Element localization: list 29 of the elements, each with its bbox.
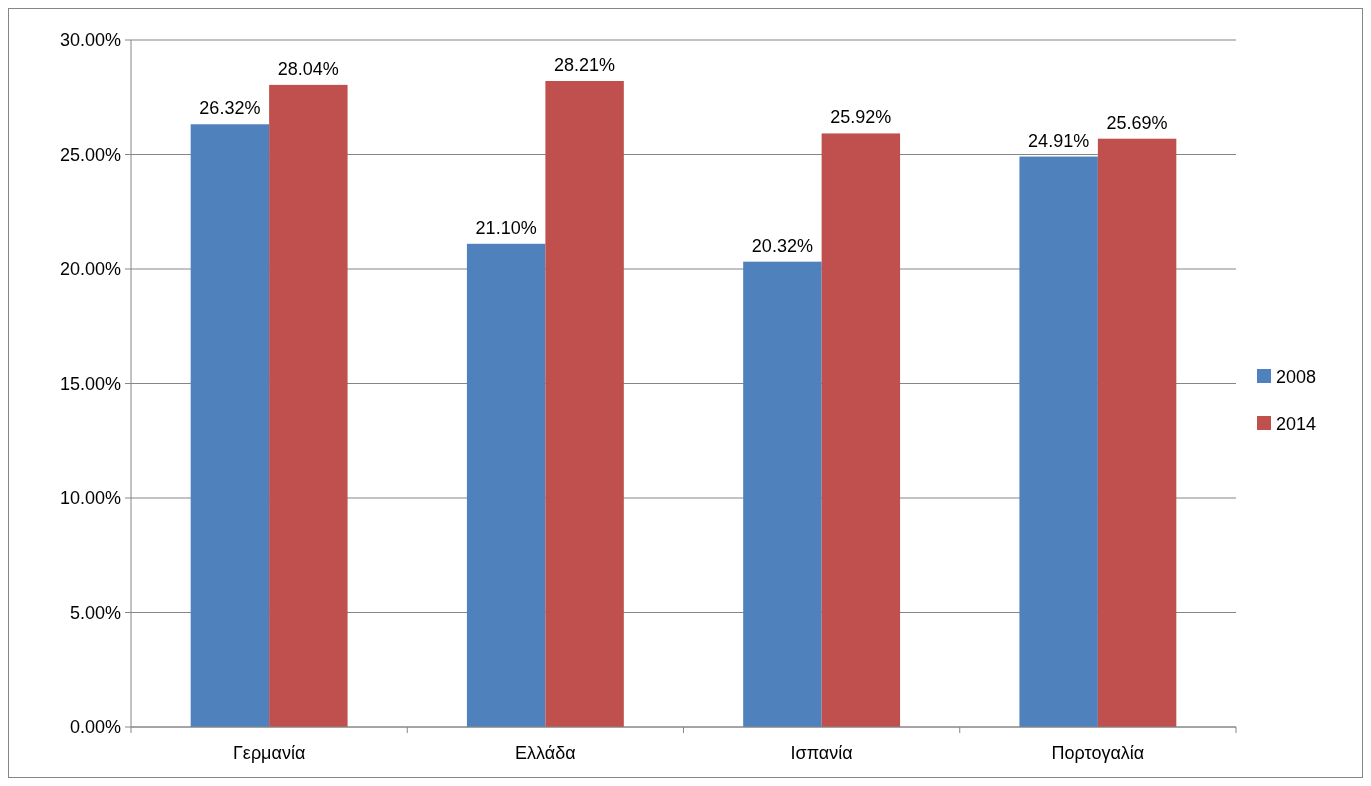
y-tick-label: 5.00% (69, 602, 121, 623)
legend-label: 2014 (1276, 414, 1317, 434)
bar (743, 261, 822, 727)
x-tick-label: Ελλάδα (515, 743, 576, 763)
bar (466, 243, 546, 727)
y-tick-label: 30.00% (59, 30, 121, 50)
bar (190, 124, 270, 727)
bar (269, 84, 348, 727)
y-tick-label: 0.00% (69, 717, 121, 737)
bar (1019, 156, 1098, 727)
data-label: 20.32% (751, 235, 813, 256)
x-tick-label: Ισπανία (790, 743, 853, 763)
y-tick-label: 10.00% (59, 488, 121, 508)
data-label: 21.10% (475, 217, 537, 238)
data-label: 26.32% (199, 98, 261, 119)
bar (821, 133, 901, 727)
data-label: 28.21% (554, 54, 616, 75)
x-tick-label: Γερμανία (232, 743, 306, 763)
y-tick-label: 25.00% (59, 144, 121, 165)
x-tick-label: Πορτογαλία (1051, 743, 1145, 763)
bar (1097, 138, 1177, 727)
bar (545, 80, 624, 727)
y-tick-label: 15.00% (59, 373, 121, 394)
data-label: 24.91% (1028, 130, 1090, 151)
data-label: 25.92% (830, 107, 892, 128)
data-label: 25.69% (1106, 112, 1168, 133)
data-label: 28.04% (277, 58, 339, 79)
legend-label: 2008 (1276, 367, 1317, 387)
y-tick-label: 20.00% (59, 259, 121, 279)
